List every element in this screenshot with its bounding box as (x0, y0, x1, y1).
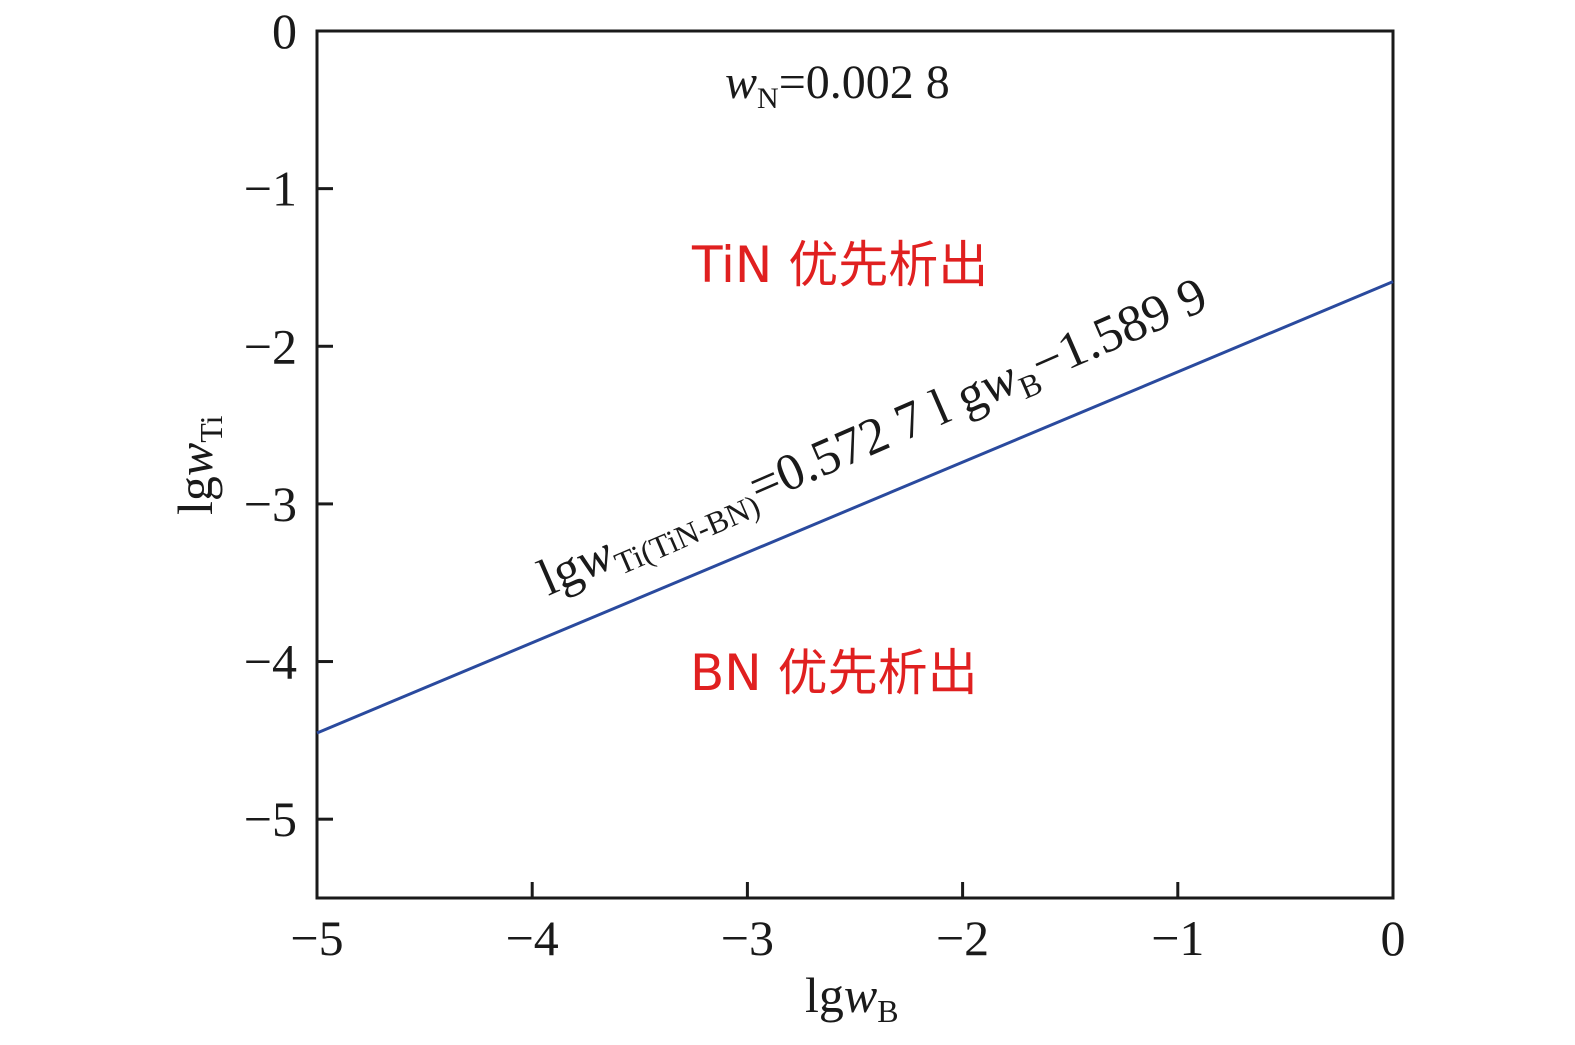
y-tick-label: −3 (244, 476, 297, 532)
condition-label: wN=0.002 8 (725, 56, 950, 115)
y-tick-label: 0 (272, 3, 297, 59)
x-tick-label: −1 (1151, 910, 1204, 966)
y-tick-label: −5 (244, 791, 297, 847)
x-tick-label: −4 (506, 910, 559, 966)
region-top-label: TiN 优先析出 (691, 236, 988, 294)
y-tick-label: −4 (244, 634, 297, 690)
x-tick-label: −5 (290, 910, 343, 966)
region-bottom-label: BN 优先析出 (690, 644, 978, 702)
y-tick-label: −1 (244, 161, 297, 217)
equation-label: lgwTi(TiN-BN)=0.572 7 l gwB−1.589 9 (530, 267, 1217, 612)
x-axis-label: lgwB (805, 967, 899, 1029)
boundary-line (316, 280, 1394, 735)
y-tick-label: −2 (244, 318, 297, 374)
plot-frame (315, 29, 1395, 900)
x-tick-label: −3 (721, 910, 774, 966)
x-tick-label: 0 (1381, 910, 1406, 966)
x-tick-label: −2 (936, 910, 989, 966)
y-axis-label: lgwTi (167, 415, 229, 515)
